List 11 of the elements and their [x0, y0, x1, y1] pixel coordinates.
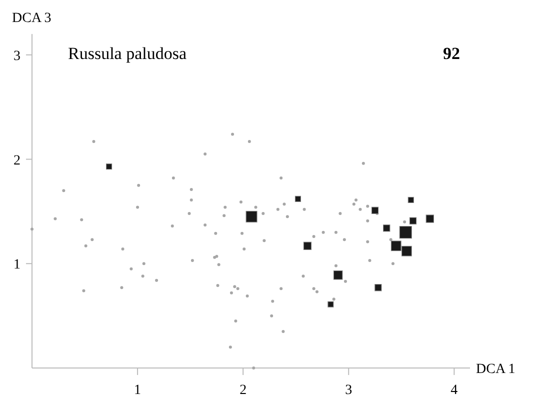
x-axis-title: DCA 1 — [476, 362, 516, 377]
y-tick-label: 2 — [14, 153, 20, 168]
y-tick-label: 1 — [14, 258, 20, 273]
x-tick-label: 3 — [345, 383, 352, 398]
annotation: 92 — [443, 44, 460, 63]
y-axis-title: DCA 3 — [12, 11, 52, 26]
x-tick-label: 4 — [450, 383, 458, 398]
text: Russula paludosa — [68, 44, 187, 63]
x-tick-label: 2 — [240, 383, 247, 398]
y-tick-label: 3 — [14, 48, 20, 64]
x-tick-label: 1 — [134, 383, 142, 398]
